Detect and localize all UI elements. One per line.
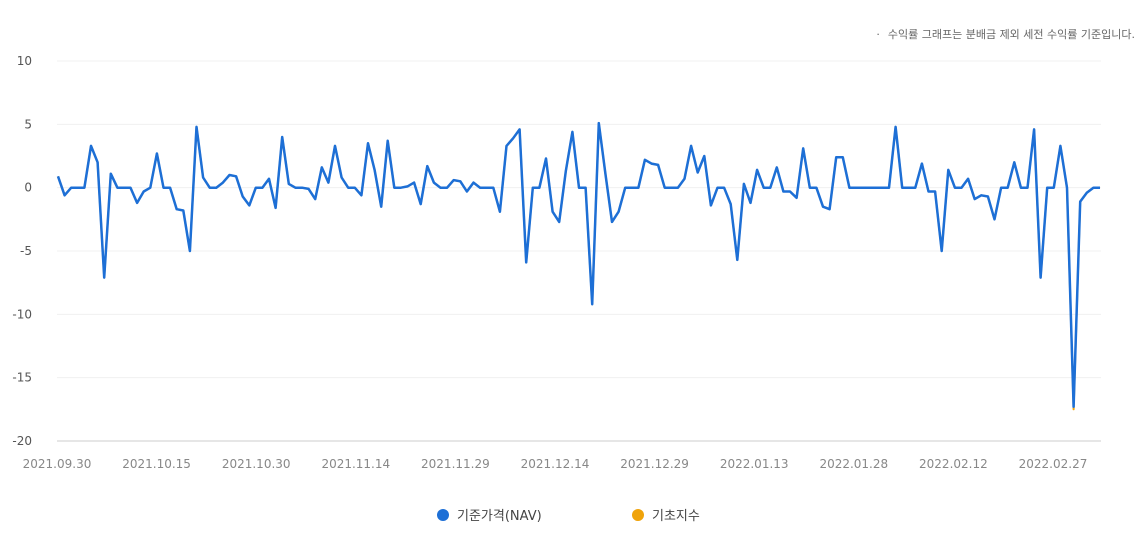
x-tick-label: 2022.01.13 [720,457,789,471]
series-lines [56,121,1100,411]
y-tick-label: 5 [24,117,32,131]
y-tick-label: -10 [12,307,32,321]
x-tick-label: 2022.02.27 [1019,457,1088,471]
x-tick-label: 2021.11.29 [421,457,490,471]
x-tick-label: 2021.12.14 [521,457,590,471]
x-tick-label: 2022.02.12 [919,457,988,471]
x-tick-label: 2022.01.28 [819,457,888,471]
legend-dot-icon [437,508,449,521]
legend-label-index: 기초지수 [652,509,700,524]
x-tick-label: 2021.10.30 [222,457,291,471]
chart-grid [57,60,1101,442]
y-tick-label: -5 [20,244,32,258]
x-tick-label: 2021.11.14 [321,457,390,471]
y-axis-ticks: 10 5 0 -5 -10 -15 -20 [12,54,32,448]
legend-label-nav: 기준가격(NAV) [457,509,542,524]
y-tick-label: 0 [24,181,32,195]
series-line-0 [56,121,1100,409]
note-text: 수익률 그래프는 분배금 제외 세전 수익률 기준입니다. [887,28,1135,41]
series-line-1 [57,122,1100,411]
disclaimer-note: · 수익률 그래프는 분배금 제외 세전 수익률 기준입니다. [876,26,1135,42]
legend-item-nav[interactable]: 기준가격(NAV) [437,505,542,524]
x-tick-label: 2021.09.30 [23,457,92,471]
y-tick-label: 10 [17,54,32,68]
note-bullet: · [876,28,880,41]
x-axis-ticks: 2021.09.30 2021.10.15 2021.10.30 2021.11.14… [23,457,1088,471]
legend-item-index[interactable]: 기초지수 [632,505,700,524]
chart-legend: 기준가격(NAV) 기초지수 [0,505,1135,525]
x-tick-label: 2021.10.15 [122,457,191,471]
y-tick-label: -15 [12,371,32,385]
x-tick-label: 2021.12.29 [620,457,689,471]
y-tick-label: -20 [12,434,32,448]
legend-dot-icon [632,508,644,521]
